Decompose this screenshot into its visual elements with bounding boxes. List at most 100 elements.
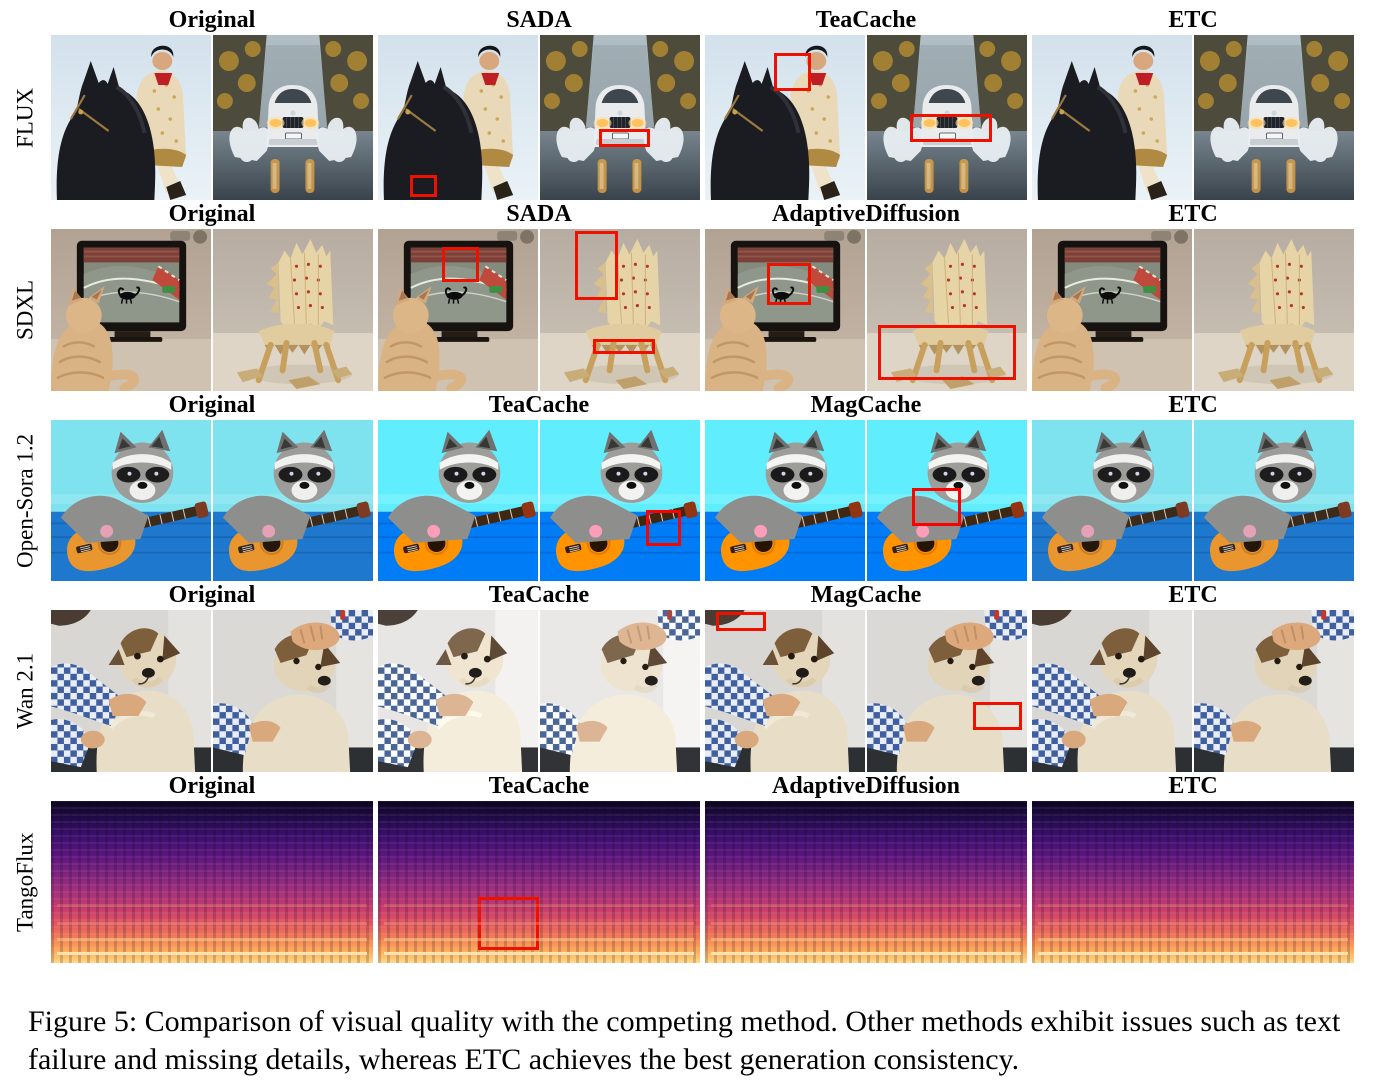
model-row-tangoflux: TangoFlux Original TeaCache AdaptiveDiffusi… [13,772,1354,963]
dog1-illustration [51,610,211,772]
artifact-annotation-box [477,896,539,951]
method-cell [378,229,700,391]
image-horse [1032,35,1192,200]
method-headers: Original SADA AdaptiveDiffusion ETC [51,200,1354,229]
image-row [51,801,1354,963]
method-cell [1032,35,1354,200]
model-row-sdxl: SDXL Original SADA AdaptiveDiffusion ETC [13,200,1354,391]
image-chair [213,229,373,391]
image-cattv [51,229,211,391]
method-label: Original [168,201,256,227]
car-illustration [540,35,700,200]
method-cell [705,35,1027,200]
dog1-illustration [705,610,865,772]
method-cell [705,801,1027,963]
image-raccoon [867,420,1027,581]
method-label: AdaptiveDiffusion [771,201,961,227]
method-cell [378,801,700,963]
method-label: MagCache [810,392,922,418]
image-car [213,35,373,200]
horse-illustration [51,35,211,200]
dog1-illustration [378,610,538,772]
raccoon-illustration [705,420,865,581]
raccoon-illustration [378,420,538,581]
method-cell [378,610,700,772]
cattv-illustration [51,229,211,391]
figure-rows: FLUX Original SADA TeaCache ETC SDXL Original S… [0,6,1396,963]
image-horse [51,35,211,200]
figure-caption: Figure 5: Comparison of visual quality w… [28,1005,1341,1076]
method-label: ETC [1168,582,1218,608]
image-raccoon [1194,420,1354,581]
image-dog1 [705,610,865,772]
image-raccoon [51,420,211,581]
image-car [867,35,1027,200]
model-row-open-sora-1-2: Open-Sora 1.2 Original TeaCache MagCache ETC [13,391,1354,581]
method-label: TeaCache [488,773,590,799]
cattv-illustration [378,229,538,391]
raccoon-illustration [1194,420,1354,581]
dog2-illustration [540,610,700,772]
model-label: Wan 2.1 [12,652,38,730]
image-raccoon [705,420,865,581]
image-row [51,229,1354,391]
dog1-illustration [1032,610,1192,772]
method-label: AdaptiveDiffusion [771,773,961,799]
raccoon-illustration [213,420,373,581]
method-label: ETC [1168,7,1218,33]
dog2-illustration [213,610,373,772]
dog2-illustration [867,610,1027,772]
method-label: ETC [1168,201,1218,227]
method-cell [51,229,373,391]
model-label: TangoFlux [12,832,38,932]
image-chair [540,229,700,391]
image-dog1 [378,610,538,772]
method-headers: Original TeaCache MagCache ETC [51,391,1354,420]
horse-illustration [378,35,538,200]
image-raccoon [1032,420,1192,581]
image-cattv [705,229,865,391]
image-dog1 [51,610,211,772]
image-car [540,35,700,200]
method-cell [1032,229,1354,391]
method-cell [51,420,373,581]
method-cell [705,420,1027,581]
image-raccoon [378,420,538,581]
horse-illustration [705,35,865,200]
method-label: Original [168,773,256,799]
method-label: SADA [506,201,572,227]
method-headers: Original TeaCache MagCache ETC [51,581,1354,610]
image-spectrogram [51,801,373,963]
method-label: TeaCache [488,392,590,418]
image-spectrogram [705,801,1027,963]
image-dog2 [867,610,1027,772]
method-label: TeaCache [488,582,590,608]
image-chair [1194,229,1354,391]
image-dog2 [540,610,700,772]
method-cell [51,801,373,963]
car-illustration [213,35,373,200]
image-raccoon [213,420,373,581]
model-row-flux: FLUX Original SADA TeaCache ETC [13,6,1354,200]
method-cell [51,610,373,772]
method-label: TeaCache [815,7,917,33]
image-spectrogram [378,801,700,963]
car-illustration [1194,35,1354,200]
method-cell [378,35,700,200]
model-label: SDXL [12,279,38,341]
method-label: SADA [506,7,572,33]
raccoon-illustration [51,420,211,581]
dog2-illustration [1194,610,1354,772]
raccoon-illustration [540,420,700,581]
method-headers: Original TeaCache AdaptiveDiffusion ETC [51,772,1354,801]
model-label: FLUX [12,87,38,148]
method-headers: Original SADA TeaCache ETC [51,6,1354,35]
image-horse [378,35,538,200]
image-raccoon [540,420,700,581]
chair-illustration [213,229,373,391]
image-dog1 [1032,610,1192,772]
image-cattv [1032,229,1192,391]
image-horse [705,35,865,200]
cattv-illustration [1032,229,1192,391]
horse-illustration [1032,35,1192,200]
